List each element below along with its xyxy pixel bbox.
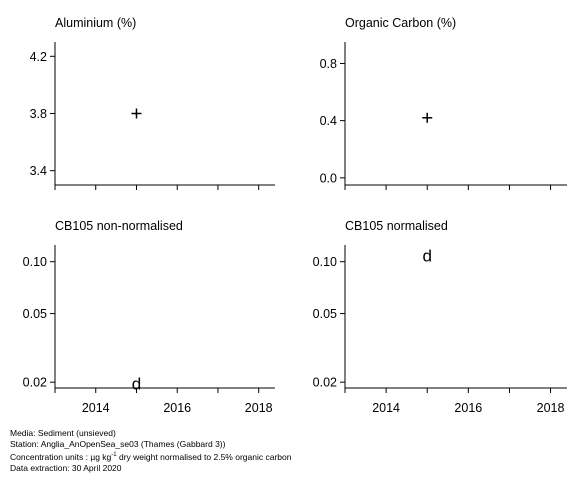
y-tick-label: 0.0 — [320, 171, 337, 185]
chart-panel-1: Aluminium (%) 3.4 3.8 4.2 — [30, 16, 275, 190]
footer-units-suffix: dry weight normalised to 2.5% organic ca… — [116, 451, 292, 462]
y-tick-label: 0.05 — [313, 307, 337, 321]
footer-media: Media: Sediment (unsieved) — [10, 428, 116, 438]
y-tick-label: 0.10 — [313, 255, 337, 269]
footer-units-exponent: -1 — [111, 452, 117, 458]
chart-panel-3: CB105 non-normalised 0.02 0.05 0.10 2014 2016… — [23, 219, 275, 415]
panel-title: Aluminium (%) — [55, 16, 136, 30]
footer-units-prefix: Concentration units : µg kg — [10, 451, 112, 462]
footer-station: Station: Anglia_AnOpenSea_se03 (Thames (… — [10, 439, 226, 449]
chart-panel-4: CB105 normalised 0.02 0.05 0.10 2014 2016 2018… — [313, 219, 567, 415]
data-point-plus — [131, 108, 142, 119]
y-tick-label: 0.02 — [313, 376, 337, 390]
y-tick-label: 4.2 — [30, 50, 47, 64]
y-tick-label: 0.02 — [23, 376, 47, 390]
x-tick-label: 2018 — [245, 401, 273, 415]
x-tick-label: 2016 — [454, 401, 482, 415]
y-tick-label: 0.05 — [23, 307, 47, 321]
panel-title: CB105 normalised — [345, 219, 448, 233]
chart-footer: Media: Sediment (unsieved) Station: Angl… — [10, 428, 291, 474]
footer-units: Concentration units : µg kg-1 dry weight… — [10, 450, 291, 463]
x-tick-label: 2014 — [82, 401, 110, 415]
y-tick-label: 3.8 — [30, 107, 47, 121]
data-point-marker: d — [422, 246, 431, 265]
chart-panel-2: Organic Carbon (%) 0.0 0.4 0.8 — [320, 16, 567, 190]
y-tick-label: 3.4 — [30, 164, 47, 178]
y-tick-label: 0.4 — [320, 114, 337, 128]
data-point-plus — [422, 112, 433, 123]
footer-extraction: Data extraction: 30 April 2020 — [10, 462, 122, 473]
panel-title: Organic Carbon (%) — [345, 16, 456, 30]
panel-title: CB105 non-normalised — [55, 219, 183, 233]
x-tick-label: 2016 — [163, 401, 191, 415]
y-tick-label: 0.8 — [320, 57, 337, 71]
x-tick-label: 2014 — [372, 401, 400, 415]
data-point-marker: d — [132, 374, 141, 393]
x-tick-label: 2018 — [537, 401, 565, 415]
y-tick-label: 0.10 — [23, 255, 47, 269]
